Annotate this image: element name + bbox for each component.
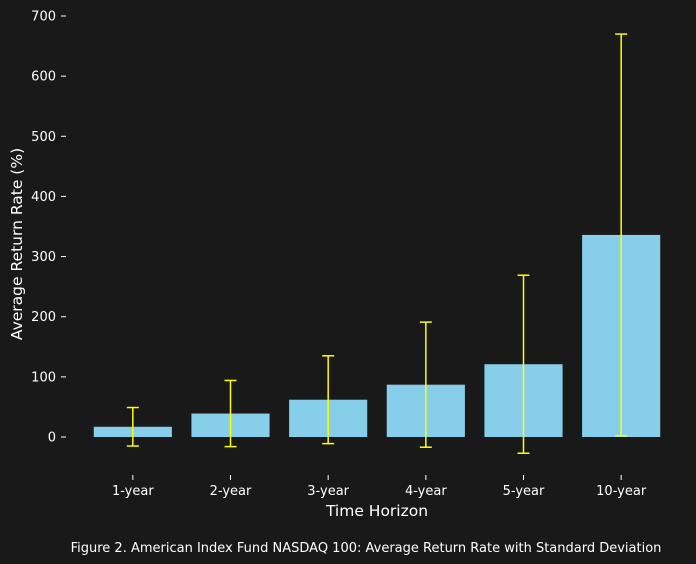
x-tick-label: 5-year bbox=[503, 484, 545, 499]
x-tick-label: 10-year bbox=[596, 484, 647, 499]
error-bars bbox=[126, 33, 628, 454]
y-tick-label: 0 bbox=[48, 431, 56, 446]
y-axis: 0 100 200 300 400 500 600 700 bbox=[31, 10, 66, 446]
y-tick-label: 100 bbox=[31, 370, 56, 385]
y-tick-label: 500 bbox=[31, 130, 56, 145]
y-tick-label: 200 bbox=[31, 310, 56, 325]
x-tick-label: 1-year bbox=[112, 484, 154, 499]
x-tick-label: 3-year bbox=[307, 484, 349, 499]
y-axis-title: Average Return Rate (%) bbox=[8, 148, 26, 340]
x-tick-label: 2-year bbox=[210, 484, 252, 499]
y-tick-label: 300 bbox=[31, 250, 56, 265]
y-tick-label: 400 bbox=[31, 190, 56, 205]
x-axis: 1-year 2-year 3-year 4-year 5-year 10-year bbox=[112, 475, 647, 499]
y-tick-label: 600 bbox=[31, 70, 56, 85]
y-tick-label: 700 bbox=[31, 10, 56, 25]
x-tick-label: 4-year bbox=[405, 484, 447, 499]
figure-caption: Figure 2. American Index Fund NASDAQ 100… bbox=[71, 541, 662, 556]
x-axis-title: Time Horizon bbox=[325, 502, 428, 520]
